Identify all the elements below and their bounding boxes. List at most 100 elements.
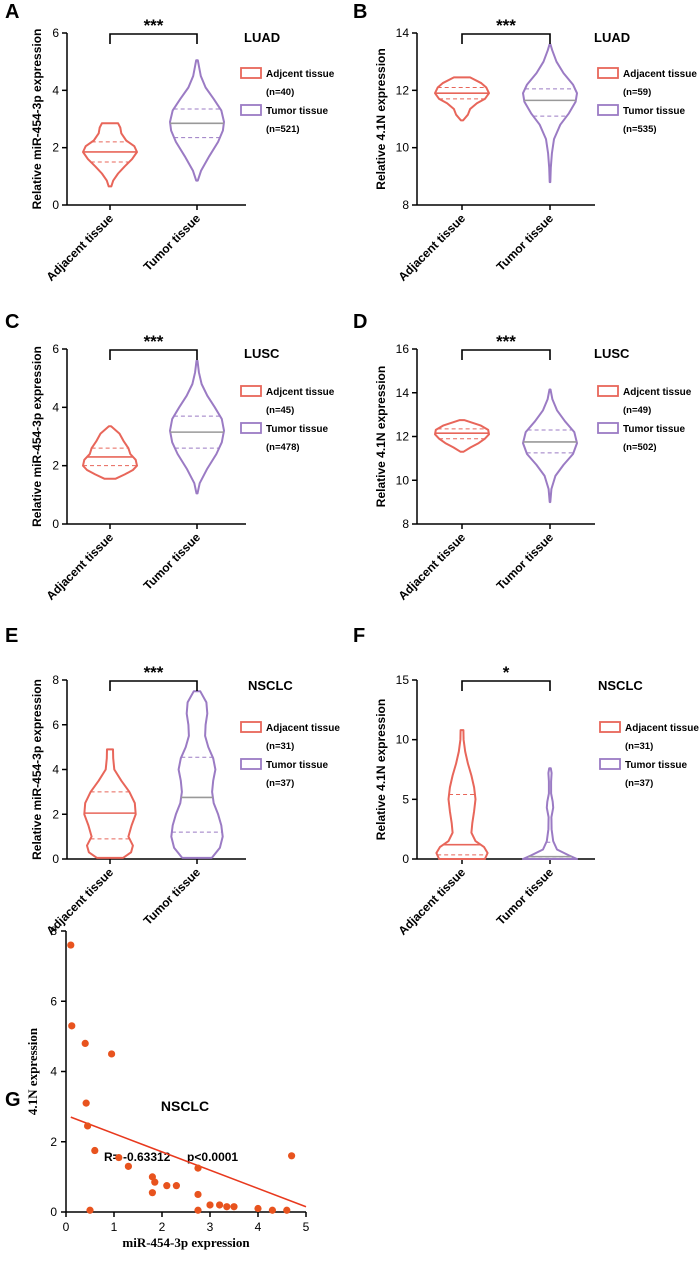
panel-letter: D (353, 311, 367, 333)
panel-letter: F (353, 625, 365, 647)
violin-tumor (522, 767, 578, 860)
legend-swatch (599, 721, 621, 733)
y-tick-label: 15 (396, 673, 410, 687)
y-axis-label: Relative miR-454-3p expression (30, 346, 44, 527)
scatter-point (172, 1182, 180, 1190)
scatter-point (223, 1203, 231, 1211)
violin-adjacent (83, 748, 137, 859)
y-axis-label: Relative miR-454-3p expression (30, 679, 44, 860)
x-tick-label: 3 (207, 1220, 214, 1234)
x-category-label: Adjacent tissue (395, 530, 468, 603)
scatter-point (151, 1178, 159, 1186)
panel-b: B 8 10 12 14 Relative 4.1N expression Adjacent… (353, 1, 697, 284)
legend-label: Adjcent tissue (266, 69, 335, 80)
y-tick-label: 2 (50, 1135, 57, 1149)
scatter-point (148, 1189, 156, 1197)
legend-count: (n=478) (266, 442, 300, 453)
panel-letter: A (5, 1, 19, 23)
x-category-label: Tumor tissue (141, 865, 204, 928)
scatter-point (283, 1206, 291, 1214)
chart-title: NSCLC (161, 1098, 209, 1114)
y-tick-label: 8 (52, 673, 59, 687)
cohort-title: LUSC (594, 346, 630, 361)
y-tick-label: 4 (52, 763, 59, 777)
legend-count: (n=59) (623, 87, 651, 98)
x-tick-label: 5 (303, 1220, 310, 1234)
panel-letter: B (353, 1, 367, 23)
panel-c: C 0 2 4 6 Relative miR-454-3p expression Adjac… (5, 311, 335, 603)
y-tick-label: 10 (396, 473, 410, 487)
x-tick-label: 2 (159, 1220, 166, 1234)
panel-letter: G (5, 1089, 21, 1111)
violin-adjacent (434, 419, 490, 453)
significance-bracket (461, 680, 551, 691)
legend-count: (n=40) (266, 87, 294, 98)
y-tick-label: 16 (396, 342, 410, 356)
panel-f: F 0 5 10 15 Relative 4.1N expression Adjacent … (353, 625, 699, 938)
legend-label: Adjcent tissue (623, 387, 692, 398)
significance-bracket (109, 680, 198, 691)
correlation-annotation: R= -0.63312 p<0.0001 (104, 1150, 238, 1164)
legend-label: Adjacent tissue (623, 69, 697, 80)
x-category-label: Tumor tissue (141, 530, 204, 593)
violin-adjacent (435, 729, 489, 860)
legend-count: (n=31) (266, 741, 294, 752)
cohort-title: LUAD (594, 30, 630, 45)
violin-adjacent (434, 76, 490, 122)
legend-swatch (240, 721, 262, 733)
panel-a: A 0 2 4 6 Relative miR-454-3p expressionAdjac… (5, 1, 335, 284)
x-category-label: Tumor tissue (494, 211, 557, 274)
y-tick-label: 6 (50, 994, 57, 1008)
legend-swatch (240, 758, 262, 770)
panel-letter: E (5, 625, 18, 647)
y-tick-label: 12 (396, 83, 410, 97)
scatter-point (230, 1203, 238, 1211)
legend-swatch (597, 67, 619, 79)
y-tick-label: 12 (396, 430, 410, 444)
y-tick-label: 4 (52, 83, 59, 97)
scatter-point (194, 1190, 202, 1199)
y-tick-label: 10 (396, 733, 410, 747)
legend-swatch (240, 67, 262, 79)
y-tick-label: 0 (52, 198, 59, 212)
scatter-point (86, 1206, 94, 1214)
scatter-point (67, 941, 75, 949)
scatter-point (268, 1206, 276, 1214)
panel-letter: C (5, 311, 19, 333)
scatter-point (163, 1182, 171, 1190)
legend-swatch (597, 385, 619, 397)
significance-bracket (461, 349, 551, 360)
scatter-point (91, 1146, 99, 1155)
significance-stars: *** (144, 332, 164, 351)
legend-label: Tumor tissue (266, 424, 328, 435)
x-category-label: Tumor tissue (494, 530, 557, 593)
y-tick-label: 0 (402, 852, 409, 866)
y-axis-label: Relative 4.1N expression (374, 48, 388, 189)
x-category-label: Adjacent tissue (43, 530, 116, 603)
legend-count: (n=535) (623, 124, 657, 135)
y-axis-label: Relative miR-454-3p expression (30, 29, 44, 210)
y-axis-label: 4.1N expression (25, 1027, 40, 1115)
y-tick-label: 6 (52, 342, 59, 356)
x-axis-label: miR-454-3p expression (122, 1235, 250, 1250)
scatter-point (194, 1164, 202, 1172)
y-tick-label: 2 (52, 459, 59, 473)
y-tick-label: 2 (52, 141, 59, 155)
y-tick-label: 8 (402, 517, 409, 531)
significance-bracket (461, 33, 551, 44)
violin-tumor (169, 59, 225, 182)
violin-adjacent (82, 425, 138, 480)
scatter-point (108, 1050, 116, 1058)
legend-label: Adjacent tissue (625, 723, 699, 734)
y-tick-label: 4 (52, 400, 59, 414)
legend-label: Tumor tissue (266, 760, 328, 771)
x-category-label: Adjacent tissue (43, 211, 116, 284)
scatter-point (82, 1099, 90, 1107)
panel-g: G NSCLC 0 2 4 6 8 0 1 2 3 4 5 miR-454-3p expression 4.… (5, 924, 310, 1250)
violin-tumor (522, 388, 578, 504)
legend-swatch (240, 385, 262, 397)
y-tick-label: 0 (52, 517, 59, 531)
y-axis-label: Relative 4.1N expression (374, 699, 388, 840)
scatter-point (84, 1122, 92, 1130)
scatter-point (81, 1039, 89, 1047)
